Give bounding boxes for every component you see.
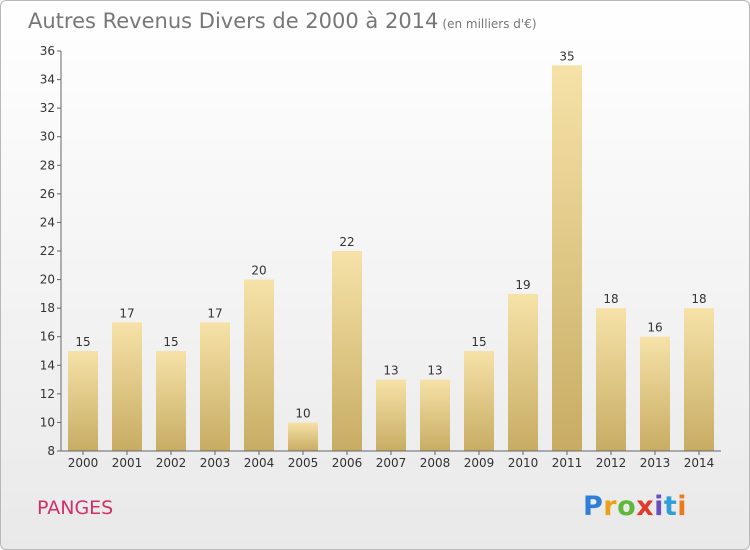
data-label: 13 [427, 364, 442, 378]
x-tick-label: 2008 [420, 456, 451, 470]
unit-note: (en milliers d'€) [442, 17, 537, 31]
bar [508, 293, 538, 451]
bar [112, 322, 142, 451]
x-tick-label: 2011 [552, 456, 583, 470]
data-label: 18 [691, 292, 706, 306]
y-tick-label: 12 [40, 387, 55, 401]
proxiti-logo: Proxiti [583, 491, 688, 522]
bar [684, 308, 714, 451]
x-tick-label: 2012 [596, 456, 627, 470]
y-tick-label: 30 [40, 130, 55, 144]
title-text: Autres Revenus Divers de 2000 à 2014 [28, 9, 439, 33]
bar [156, 351, 186, 451]
y-tick-label: 22 [40, 244, 55, 258]
y-tick-label: 32 [40, 101, 55, 115]
data-label: 22 [339, 235, 354, 249]
bar [552, 65, 582, 452]
x-tick-label: 2006 [332, 456, 363, 470]
data-label: 13 [383, 364, 398, 378]
data-label: 18 [603, 292, 618, 306]
data-label: 17 [119, 306, 134, 320]
bar [640, 336, 670, 451]
y-tick-label: 34 [40, 73, 55, 87]
chart-title: Autres Revenus Divers de 2000 à 2014 (en … [28, 9, 537, 33]
y-tick-label: 24 [40, 215, 55, 229]
data-label: 17 [207, 306, 222, 320]
y-tick-label: 10 [40, 415, 55, 429]
x-tick-label: 2007 [376, 456, 407, 470]
x-tick-label: 2002 [156, 456, 187, 470]
y-tick-label: 14 [40, 358, 55, 372]
bar [376, 379, 406, 451]
data-label: 15 [75, 335, 90, 349]
bar [244, 279, 274, 451]
bar [332, 251, 362, 451]
x-tick-label: 2009 [464, 456, 495, 470]
y-tick-label: 18 [40, 301, 55, 315]
x-tick-label: 2013 [640, 456, 671, 470]
y-tick-label: 16 [40, 330, 55, 344]
location-label: PANGES [37, 497, 114, 519]
x-tick-label: 2001 [112, 456, 143, 470]
data-label: 35 [559, 49, 574, 63]
data-label: 20 [251, 264, 266, 278]
y-tick-label: 8 [47, 444, 55, 458]
y-tick-label: 26 [40, 187, 55, 201]
x-tick-label: 2000 [68, 456, 99, 470]
y-tick-label: 20 [40, 273, 55, 287]
bar [596, 308, 626, 451]
x-tick-label: 2014 [684, 456, 715, 470]
x-tick-label: 2003 [200, 456, 231, 470]
data-label: 15 [471, 335, 486, 349]
bar [420, 379, 450, 451]
data-label: 19 [515, 278, 530, 292]
y-tick-label: 36 [40, 44, 55, 58]
data-label: 10 [295, 406, 310, 420]
y-tick-label: 28 [40, 158, 55, 172]
x-tick-label: 2010 [508, 456, 539, 470]
bar [288, 422, 318, 451]
data-label: 15 [163, 335, 178, 349]
bar [464, 351, 494, 451]
x-tick-label: 2005 [288, 456, 319, 470]
x-tick-label: 2004 [244, 456, 275, 470]
bar [200, 322, 230, 451]
bar [68, 351, 98, 451]
data-label: 16 [647, 321, 662, 335]
